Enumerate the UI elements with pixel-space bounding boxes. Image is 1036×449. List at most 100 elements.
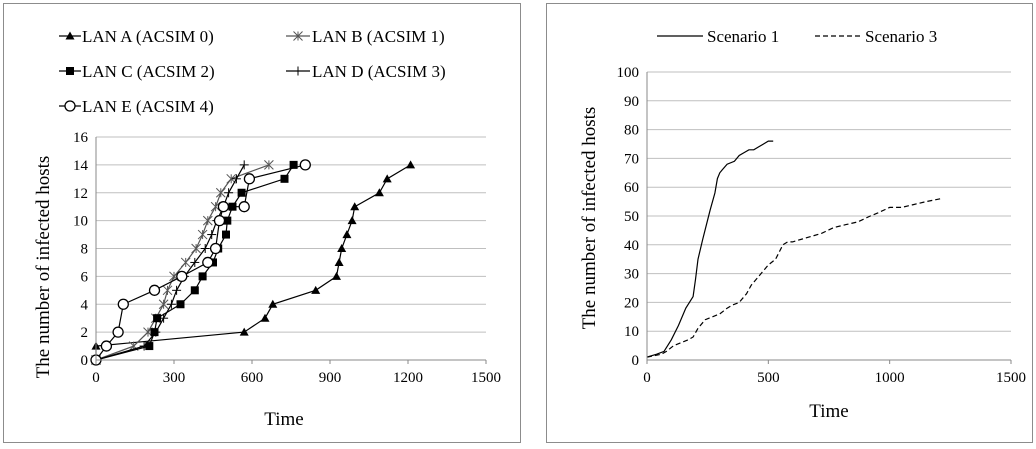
data-point-lan-a-acsim-0 xyxy=(374,188,384,197)
data-point-lan-a-acsim-0 xyxy=(347,216,357,225)
data-point-lan-e-acsim-4 xyxy=(100,340,113,352)
series-line-scenario-1 xyxy=(646,140,774,358)
legend-label-lan-a: LAN A (ACSIM 0) xyxy=(82,27,214,46)
data-point-lan-d-acsim-3 xyxy=(207,230,217,240)
x-tick-label: 0 xyxy=(92,370,100,386)
left-chart: 0 2 4 6 8 10 12 14 16 0 300 600 900 1200 1500 LAN A (A… xyxy=(33,27,501,430)
data-point-lan-e-acsim-4 xyxy=(209,242,222,255)
data-point-lan-d-acsim-3 xyxy=(139,341,149,351)
data-point-lan-e-acsim-4 xyxy=(117,298,129,310)
left-chart-panel: 0 2 4 6 8 10 12 14 16 0 300 600 900 1200 1500 LAN A (A… xyxy=(3,3,521,443)
data-point-lan-c-acsim-2 xyxy=(176,300,185,309)
data-point-lan-b-acsim-1 xyxy=(158,299,169,310)
data-point-lan-b-acsim-1 xyxy=(197,229,208,240)
y-tick-label: 0 xyxy=(632,353,640,369)
data-point-lan-d-acsim-3 xyxy=(231,174,241,184)
series-line-scenario-3 xyxy=(646,198,941,358)
data-point-lan-b-acsim-1 xyxy=(180,257,191,268)
legend-label-lan-b: LAN B (ACSIM 1) xyxy=(312,27,445,46)
data-point-lan-b-acsim-1 xyxy=(215,187,226,198)
y-tick-label: 60 xyxy=(624,180,639,196)
legend-marker-lan-a-acsim-0 xyxy=(65,31,75,40)
data-point-lan-c-acsim-2 xyxy=(237,188,246,197)
data-point-lan-a-acsim-0 xyxy=(239,327,249,336)
data-point-lan-a-acsim-0 xyxy=(342,230,352,239)
y-tick-label: 30 xyxy=(624,267,639,283)
y-tick-label: 0 xyxy=(81,353,89,369)
y-tick-label: 10 xyxy=(624,324,639,340)
data-point-lan-c-acsim-2 xyxy=(153,314,162,323)
data-point-lan-b-acsim-1 xyxy=(210,201,221,212)
legend-label-lan-c: LAN C (ACSIM 2) xyxy=(82,62,215,81)
y-tick-label: 10 xyxy=(73,214,88,230)
legend-marker-lan-d-acsim-3 xyxy=(293,66,303,76)
legend-marker-lan-c-acsim-2 xyxy=(66,67,74,75)
data-point-lan-c-acsim-2 xyxy=(222,230,230,239)
data-point-lan-b-acsim-1 xyxy=(162,285,173,296)
x-axis-title: Time xyxy=(264,409,303,430)
x-tick-label: 500 xyxy=(757,370,780,386)
series-lan-a-acsim-0 xyxy=(91,160,416,364)
x-axis-title: Time xyxy=(809,401,848,422)
data-point-lan-a-acsim-0 xyxy=(382,174,392,183)
legend-label-lan-d: LAN D (ACSIM 3) xyxy=(312,62,446,81)
data-point-lan-c-acsim-2 xyxy=(190,286,199,295)
legend-marker-lan-e-acsim-4 xyxy=(64,100,76,112)
y-tick-label: 6 xyxy=(81,269,89,285)
data-point-lan-a-acsim-0 xyxy=(260,313,270,322)
legend-label-lan-e: LAN E (ACSIM 4) xyxy=(82,97,214,116)
series-line-lan-a-acsim-0 xyxy=(95,164,411,360)
data-point-lan-c-acsim-2 xyxy=(223,216,232,225)
data-point-lan-d-acsim-3 xyxy=(224,188,234,198)
data-point-lan-b-acsim-1 xyxy=(264,160,274,170)
data-point-lan-e-acsim-4 xyxy=(213,214,226,227)
data-point-lan-e-acsim-4 xyxy=(112,326,124,338)
legend-label-scenario-3: Scenario 3 xyxy=(865,27,937,46)
x-tick-label: 1500 xyxy=(996,370,1026,386)
data-point-lan-a-acsim-0 xyxy=(337,244,347,252)
y-tick-label: 16 xyxy=(73,130,89,146)
data-point-lan-a-acsim-0 xyxy=(350,202,360,211)
series-scenario-3 xyxy=(646,198,941,358)
data-point-lan-b-acsim-1 xyxy=(202,215,213,226)
y-tick-label: 80 xyxy=(624,123,639,139)
y-tick-label: 2 xyxy=(81,325,89,341)
y-tick-label: 20 xyxy=(624,295,639,311)
data-point-lan-d-acsim-3 xyxy=(151,327,161,337)
data-point-lan-c-acsim-2 xyxy=(280,174,289,183)
series-line-lan-e-acsim-4 xyxy=(95,164,306,361)
data-point-lan-d-acsim-3 xyxy=(172,285,182,295)
series-scenario-1 xyxy=(646,140,774,358)
x-tick-label: 0 xyxy=(643,370,651,386)
legend-marker-lan-b-acsim-1 xyxy=(293,31,303,41)
y-axis-title: The number of infected hosts xyxy=(33,156,54,379)
y-tick-label: 50 xyxy=(624,209,639,225)
y-tick-label: 8 xyxy=(81,242,89,258)
data-point-lan-e-acsim-4 xyxy=(243,173,256,185)
x-tick-label: 1500 xyxy=(471,370,501,386)
data-point-lan-c-acsim-2 xyxy=(198,272,207,281)
data-point-lan-d-acsim-3 xyxy=(200,244,210,253)
x-tick-label: 300 xyxy=(163,370,186,386)
data-point-lan-a-acsim-0 xyxy=(268,299,278,308)
data-point-lan-e-acsim-4 xyxy=(238,201,250,213)
data-point-lan-c-acsim-2 xyxy=(289,160,298,169)
y-tick-label: 14 xyxy=(73,158,89,174)
y-axis-title: The number of infected hosts xyxy=(579,107,600,330)
data-point-lan-e-acsim-4 xyxy=(217,201,230,213)
data-point-lan-e-acsim-4 xyxy=(202,256,214,269)
data-point-lan-d-acsim-3 xyxy=(166,299,176,309)
data-point-lan-e-acsim-4 xyxy=(148,284,161,296)
data-point-lan-b-acsim-1 xyxy=(191,243,201,254)
data-point-lan-a-acsim-0 xyxy=(311,285,321,294)
y-tick-label: 12 xyxy=(73,186,88,202)
right-chart-panel: 0 10 20 30 40 50 60 70 80 90 100 0 500 1000 1500 Scena… xyxy=(546,3,1033,443)
data-point-lan-c-acsim-2 xyxy=(145,342,154,351)
series-lan-e-acsim-4 xyxy=(90,159,311,366)
y-tick-label: 100 xyxy=(617,65,640,81)
y-tick-label: 90 xyxy=(624,94,639,110)
x-tick-label: 1200 xyxy=(393,370,423,386)
data-point-lan-d-acsim-3 xyxy=(190,257,200,267)
data-point-lan-a-acsim-0 xyxy=(334,257,344,266)
